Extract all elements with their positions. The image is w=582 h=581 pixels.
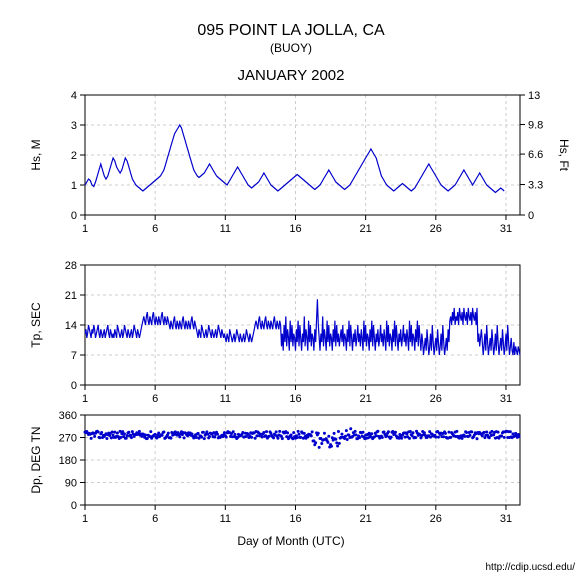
svg-text:31: 31 (500, 513, 512, 525)
svg-text:16: 16 (289, 223, 301, 235)
svg-text:21: 21 (360, 513, 372, 525)
svg-text:0: 0 (71, 210, 77, 222)
svg-text:270: 270 (59, 433, 77, 445)
panel-dp: 090180270360161116212631Dp, DEG TN (29, 410, 521, 525)
panel-hs: 0123403.36.69.813Hs, Ft161116212631Hs, M (29, 90, 571, 235)
svg-text:360: 360 (59, 410, 77, 422)
svg-text:26: 26 (430, 223, 442, 235)
svg-text:6: 6 (152, 513, 158, 525)
svg-text:21: 21 (65, 290, 77, 302)
buoy-chart: 095 POINT LA JOLLA, CA (BUOY) JANUARY 20… (0, 0, 582, 581)
svg-text:90: 90 (65, 478, 77, 490)
svg-text:2: 2 (71, 150, 77, 162)
svg-text:13: 13 (528, 90, 540, 102)
svg-text:6.6: 6.6 (528, 149, 543, 161)
svg-text:Hs, Ft: Hs, Ft (557, 139, 571, 172)
credit-link[interactable]: http://cdip.ucsd.edu/ (485, 562, 575, 573)
svg-text:11: 11 (220, 223, 231, 235)
svg-text:11: 11 (220, 393, 231, 405)
svg-text:14: 14 (65, 320, 77, 332)
svg-text:1: 1 (71, 180, 77, 192)
chart-subtitle: (BUOY) (270, 41, 312, 55)
svg-text:9.8: 9.8 (528, 120, 543, 132)
panel-tp: 07142128161116212631Tp, SEC (29, 260, 520, 405)
svg-text:16: 16 (289, 513, 301, 525)
svg-text:26: 26 (430, 393, 442, 405)
svg-text:21: 21 (360, 223, 372, 235)
svg-text:6: 6 (152, 393, 158, 405)
svg-text:21: 21 (360, 393, 372, 405)
svg-text:4: 4 (71, 90, 77, 102)
svg-text:1: 1 (82, 223, 88, 235)
svg-text:7: 7 (71, 350, 77, 362)
svg-text:28: 28 (65, 260, 77, 272)
chart-month: JANUARY 2002 (237, 67, 344, 84)
svg-text:16: 16 (289, 393, 301, 405)
svg-text:0: 0 (71, 380, 77, 392)
x-axis-label: Day of Month (UTC) (237, 534, 344, 548)
svg-text:0: 0 (528, 210, 534, 222)
svg-text:180: 180 (59, 455, 77, 467)
svg-text:Dp, DEG TN: Dp, DEG TN (29, 426, 43, 493)
svg-text:1: 1 (82, 513, 88, 525)
svg-text:11: 11 (220, 513, 231, 525)
svg-text:26: 26 (430, 513, 442, 525)
svg-text:6: 6 (152, 223, 158, 235)
svg-text:Hs, M: Hs, M (29, 139, 43, 170)
svg-text:1: 1 (82, 393, 88, 405)
chart-title: 095 POINT LA JOLLA, CA (197, 22, 385, 39)
svg-text:31: 31 (500, 223, 512, 235)
svg-text:3: 3 (71, 120, 77, 132)
svg-text:31: 31 (500, 393, 512, 405)
svg-text:0: 0 (71, 500, 77, 512)
svg-text:3.3: 3.3 (528, 180, 543, 192)
svg-text:Tp, SEC: Tp, SEC (29, 302, 43, 348)
